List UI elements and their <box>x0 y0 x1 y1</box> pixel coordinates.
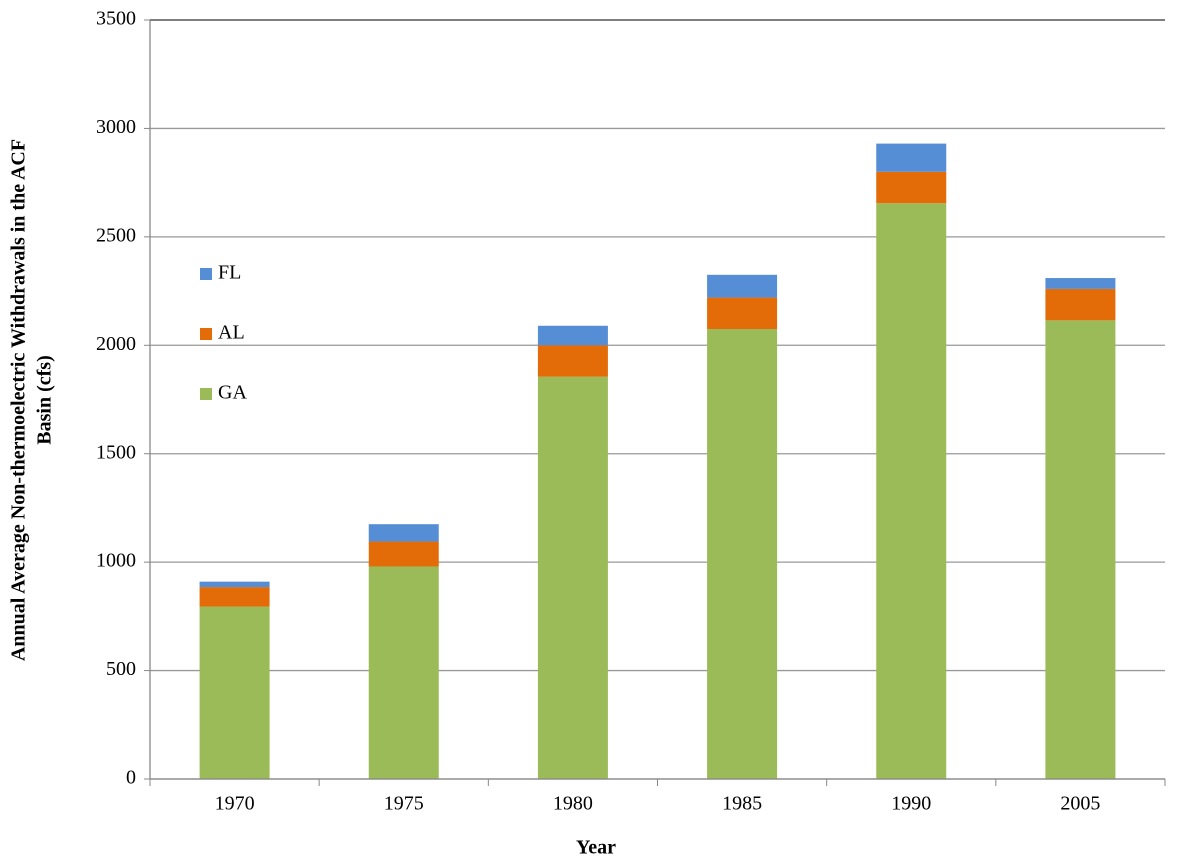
y-axis-label: Annual Average Non-thermoelectric Withdr… <box>8 139 30 661</box>
x-tick-label: 1985 <box>722 793 762 815</box>
y-tick-label: 3500 <box>96 8 136 30</box>
legend-swatch <box>200 388 212 400</box>
bar-segment <box>876 203 947 780</box>
x-tick-label: 1990 <box>891 793 931 815</box>
y-tick-label: 500 <box>106 658 136 680</box>
y-tick-label: 3000 <box>96 116 136 138</box>
bar-segment <box>876 143 947 172</box>
bar-segment <box>368 524 439 542</box>
bar-segment <box>707 329 778 779</box>
x-tick-label: 1975 <box>384 793 424 815</box>
legend-swatch <box>200 328 212 340</box>
legend-label: GA <box>218 382 247 404</box>
bar-segment <box>368 566 439 779</box>
bar-segment <box>707 297 778 330</box>
y-axis-label-group: Basin (cfs) <box>34 355 56 444</box>
bar-segment <box>876 171 947 204</box>
bar-segment <box>1045 278 1116 289</box>
bar-segment <box>1045 288 1116 321</box>
y-tick-label: 2000 <box>96 333 136 355</box>
x-tick-label: 1970 <box>215 793 255 815</box>
bar-segment <box>537 345 608 377</box>
x-axis-label: Year <box>576 837 616 859</box>
bar-segment <box>368 541 439 567</box>
y-tick-label: 0 <box>126 767 136 789</box>
legend-label: FL <box>218 262 241 284</box>
legend-label: AL <box>218 322 245 344</box>
y-tick-label: 1000 <box>96 550 136 572</box>
bar-segment <box>707 274 778 298</box>
bar-segment <box>537 376 608 779</box>
y-axis-label: Basin (cfs) <box>34 355 56 444</box>
bar-segment <box>1045 320 1116 779</box>
bar-segment <box>199 581 270 588</box>
legend-swatch <box>200 268 212 280</box>
y-tick-label: 1500 <box>96 441 136 463</box>
bar-segment <box>199 606 270 779</box>
bar-segment <box>537 325 608 346</box>
bar-segment <box>199 587 270 607</box>
y-axis-label-group: Annual Average Non-thermoelectric Withdr… <box>8 139 30 661</box>
x-tick-label: 1980 <box>553 793 593 815</box>
y-tick-label: 2500 <box>96 224 136 246</box>
x-tick-label: 2005 <box>1060 793 1100 815</box>
